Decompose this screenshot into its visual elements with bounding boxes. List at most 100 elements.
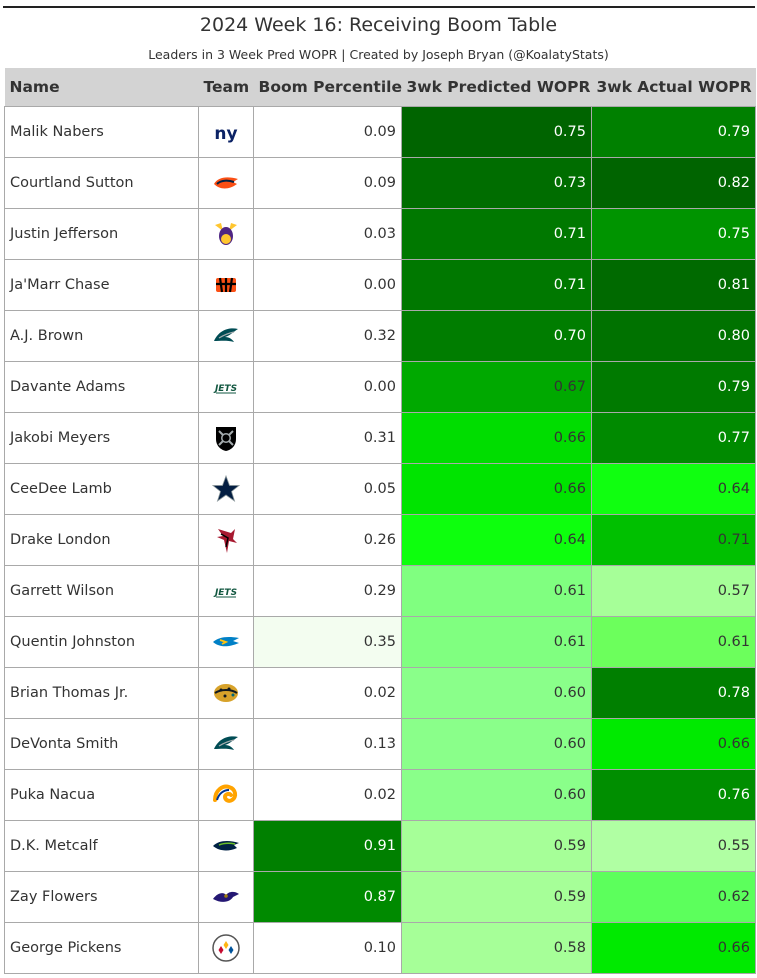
predicted-wopr: 0.59 (401, 820, 592, 872)
predicted-wopr: 0.58 (401, 922, 592, 974)
team-cell: JETS (198, 565, 254, 617)
team-cell: JETS (198, 361, 254, 413)
boom-percentile: 0.87 (253, 871, 402, 923)
column-header-boom: Boom Percentile (253, 68, 402, 107)
actual-wopr: 0.55 (591, 820, 756, 872)
team-cell (198, 259, 254, 311)
predicted-wopr: 0.75 (401, 106, 592, 158)
team-cell (198, 820, 254, 872)
predicted-wopr: 0.60 (401, 667, 592, 719)
predicted-wopr: 0.67 (401, 361, 592, 413)
predicted-wopr: 0.60 (401, 718, 592, 770)
actual-wopr: 0.79 (591, 106, 756, 158)
falcons-logo-icon (211, 525, 241, 555)
actual-wopr: 0.78 (591, 667, 756, 719)
predicted-wopr: 0.60 (401, 769, 592, 821)
boom-percentile: 0.09 (253, 157, 402, 209)
jets-logo-icon: JETS (211, 372, 241, 402)
table-row: Garrett Wilson JETS 0.29 0.61 0.57 (4, 565, 756, 617)
predicted-wopr: 0.70 (401, 310, 592, 362)
jets-logo-icon: JETS (211, 576, 241, 606)
actual-wopr: 0.57 (591, 565, 756, 617)
actual-wopr: 0.61 (591, 616, 756, 668)
player-name: Garrett Wilson (4, 565, 199, 617)
team-cell (198, 718, 254, 770)
table-row: Zay Flowers 0.87 0.59 0.62 (4, 871, 756, 923)
team-cell (198, 463, 254, 515)
team-cell (198, 208, 254, 260)
table-row: Puka Nacua 0.02 0.60 0.76 (4, 769, 756, 821)
raiders-logo-icon (211, 423, 241, 453)
player-name: Brian Thomas Jr. (4, 667, 199, 719)
table-row: Drake London 0.26 0.64 0.71 (4, 514, 756, 566)
table-row: Malik Nabers ny 0.09 0.75 0.79 (4, 106, 756, 158)
player-name: Malik Nabers (4, 106, 199, 158)
boom-percentile: 0.09 (253, 106, 402, 158)
player-name: D.K. Metcalf (4, 820, 199, 872)
eagles-logo-icon (211, 321, 241, 351)
player-name: Quentin Johnston (4, 616, 199, 668)
boom-percentile: 0.91 (253, 820, 402, 872)
boom-percentile: 0.13 (253, 718, 402, 770)
column-header-name: Name (4, 68, 199, 107)
actual-wopr: 0.64 (591, 463, 756, 515)
actual-wopr: 0.66 (591, 922, 756, 974)
actual-wopr: 0.76 (591, 769, 756, 821)
player-name: Puka Nacua (4, 769, 199, 821)
table-title: 2024 Week 16: Receiving Boom Table (199, 14, 558, 36)
team-cell (198, 412, 254, 464)
predicted-wopr: 0.71 (401, 259, 592, 311)
boom-percentile: 0.00 (253, 361, 402, 413)
boom-percentile: 0.29 (253, 565, 402, 617)
player-name: Ja'Marr Chase (4, 259, 199, 311)
actual-wopr: 0.77 (591, 412, 756, 464)
player-name: Drake London (4, 514, 199, 566)
header-row: Name Team Boom Percentile 3wk Predicted … (4, 68, 756, 107)
boom-percentile: 0.35 (253, 616, 402, 668)
table-row: A.J. Brown 0.32 0.70 0.80 (4, 310, 756, 362)
player-name: A.J. Brown (4, 310, 199, 362)
column-header-actual: 3wk Actual WOPR (591, 68, 756, 107)
player-name: Justin Jefferson (4, 208, 199, 260)
table-row: Justin Jefferson 0.03 0.71 0.75 (4, 208, 756, 260)
boom-percentile: 0.00 (253, 259, 402, 311)
table-row: George Pickens 0.10 0.58 0.66 (4, 922, 756, 974)
table-row: Brian Thomas Jr. 0.02 0.60 0.78 (4, 667, 756, 719)
bengals-logo-icon (211, 270, 241, 300)
team-cell: ny (198, 106, 254, 158)
table-subtitle: Leaders in 3 Week Pred WOPR | Created by… (148, 47, 609, 62)
svg-text:JETS: JETS (213, 384, 237, 394)
boom-percentile: 0.32 (253, 310, 402, 362)
player-name: Zay Flowers (4, 871, 199, 923)
predicted-wopr: 0.66 (401, 412, 592, 464)
svg-text:ny: ny (214, 124, 237, 144)
boom-percentile: 0.02 (253, 667, 402, 719)
giants-logo-icon: ny (211, 117, 241, 147)
player-name: Jakobi Meyers (4, 412, 199, 464)
actual-wopr: 0.66 (591, 718, 756, 770)
player-name: CeeDee Lamb (4, 463, 199, 515)
team-cell (198, 157, 254, 209)
table-row: Ja'Marr Chase 0.00 0.71 0.81 (4, 259, 756, 311)
predicted-wopr: 0.61 (401, 616, 592, 668)
boom-percentile: 0.03 (253, 208, 402, 260)
team-cell (198, 616, 254, 668)
predicted-wopr: 0.73 (401, 157, 592, 209)
predicted-wopr: 0.61 (401, 565, 592, 617)
predicted-wopr: 0.66 (401, 463, 592, 515)
table-row: Davante Adams JETS 0.00 0.67 0.79 (4, 361, 756, 413)
predicted-wopr: 0.59 (401, 871, 592, 923)
column-header-pred: 3wk Predicted WOPR (401, 68, 592, 107)
actual-wopr: 0.71 (591, 514, 756, 566)
actual-wopr: 0.62 (591, 871, 756, 923)
player-name: Courtland Sutton (4, 157, 199, 209)
top-rule (3, 6, 755, 8)
table-row: CeeDee Lamb 0.05 0.66 0.64 (4, 463, 756, 515)
actual-wopr: 0.81 (591, 259, 756, 311)
team-cell (198, 514, 254, 566)
boom-percentile: 0.02 (253, 769, 402, 821)
player-name: Davante Adams (4, 361, 199, 413)
ravens-logo-icon (211, 882, 241, 912)
player-name: George Pickens (4, 922, 199, 974)
cowboys-logo-icon (211, 474, 241, 504)
